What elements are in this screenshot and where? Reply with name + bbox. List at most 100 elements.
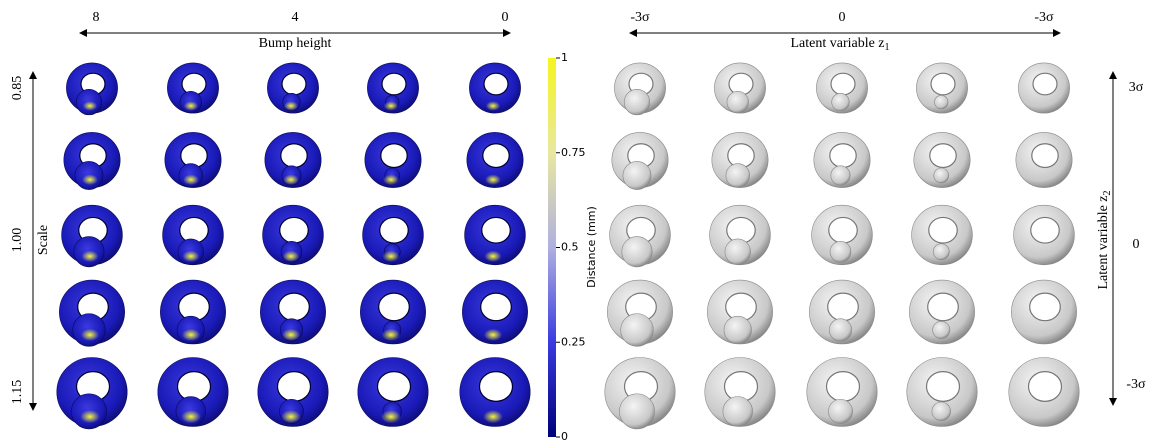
title-text: Latent variable z xyxy=(790,36,884,51)
colorbar-tick-label: 0 xyxy=(561,430,568,440)
distance-highlight xyxy=(80,410,100,424)
colorbar xyxy=(548,58,556,437)
bump xyxy=(932,243,950,261)
distance-highlight xyxy=(183,101,199,111)
distance-highlight xyxy=(182,250,200,262)
subscript: 2 xyxy=(1102,190,1113,195)
top-label: -3σ xyxy=(1034,10,1054,25)
bump xyxy=(830,165,851,186)
bump xyxy=(934,94,949,110)
torus-hole xyxy=(480,292,512,322)
bump xyxy=(932,320,951,339)
torus-hole xyxy=(276,371,312,402)
distance-highlight xyxy=(181,328,201,341)
torus-hole xyxy=(927,292,959,322)
torus-hole xyxy=(280,143,308,169)
distance-highlight xyxy=(183,174,199,185)
axis-title: Latent variable z2 xyxy=(1096,190,1113,289)
distance-highlight xyxy=(82,174,98,185)
distance-highlight xyxy=(281,410,301,424)
torus-hole xyxy=(1031,143,1059,169)
torus-hole xyxy=(379,216,409,244)
torus-hole xyxy=(380,143,408,169)
distance-highlight xyxy=(485,101,501,111)
torus-hole xyxy=(279,216,309,244)
torus-hole xyxy=(830,72,856,96)
bump xyxy=(619,393,655,430)
torus-hole xyxy=(930,72,956,96)
top-label: 4 xyxy=(292,10,299,25)
colorbar-tick-label: 1 xyxy=(561,51,568,64)
distance-highlight xyxy=(82,101,98,111)
distance-highlight xyxy=(80,328,100,341)
distance-highlight xyxy=(281,328,301,341)
bump xyxy=(828,318,853,342)
bump xyxy=(829,240,852,263)
top-label: -3σ xyxy=(630,10,650,25)
distance-highlight xyxy=(485,174,501,185)
side-label: 1.00 xyxy=(10,228,25,253)
distance-highlight xyxy=(283,101,299,111)
distance-highlight xyxy=(381,410,401,424)
side-label: 3σ xyxy=(1129,80,1144,95)
distance-highlight xyxy=(383,101,399,111)
colorbar-tick-label: 0.25 xyxy=(561,335,586,348)
top-label: 8 xyxy=(93,10,100,25)
bump xyxy=(621,236,653,268)
distance-highlight xyxy=(181,410,201,424)
axis-title: Scale xyxy=(36,225,51,255)
subscript: 1 xyxy=(885,42,890,53)
torus-hole xyxy=(483,72,509,96)
bump xyxy=(931,401,951,422)
torus-hole xyxy=(376,371,412,402)
torus-hole xyxy=(478,371,514,402)
bump xyxy=(623,88,651,116)
torus-hole xyxy=(1029,292,1061,322)
distance-highlight xyxy=(382,250,400,262)
torus-hole xyxy=(828,216,858,244)
torus-hole xyxy=(281,72,307,96)
colorbar-tick-label: 0.5 xyxy=(561,241,579,254)
torus-hole xyxy=(925,371,961,402)
bump xyxy=(724,238,751,265)
top-label: 0 xyxy=(839,10,846,25)
distance-highlight xyxy=(283,174,299,185)
bump xyxy=(622,161,652,190)
torus-hole xyxy=(381,72,407,96)
distance-highlight xyxy=(483,410,503,424)
torus-hole xyxy=(378,292,410,322)
axis-title: Latent variable z1 xyxy=(790,36,889,53)
side-label: 0.85 xyxy=(10,76,25,101)
torus-hole xyxy=(1032,72,1058,96)
distance-highlight xyxy=(484,250,502,262)
distance-highlight xyxy=(81,250,99,262)
torus-hole xyxy=(825,371,861,402)
bump xyxy=(722,396,753,427)
torus-hole xyxy=(829,143,857,169)
torus-hole xyxy=(481,216,511,244)
bump xyxy=(620,313,654,347)
axis-title: Bump height xyxy=(259,36,332,51)
colorbar-tick-label: 0.75 xyxy=(561,146,586,159)
torus-hole xyxy=(1027,371,1063,402)
distance-highlight xyxy=(381,328,401,341)
torus-hole xyxy=(278,292,310,322)
bump xyxy=(725,163,750,188)
bump xyxy=(723,315,752,345)
distance-highlight xyxy=(282,250,300,262)
torus-hole xyxy=(482,143,510,169)
bump xyxy=(831,92,850,112)
side-label: 1.15 xyxy=(10,380,25,405)
title-text: Latent variable z xyxy=(1096,195,1111,289)
bump xyxy=(726,90,749,114)
side-label: 0 xyxy=(1133,237,1140,252)
top-label: 0 xyxy=(502,10,509,25)
torus-hole xyxy=(1030,216,1060,244)
bump xyxy=(828,398,853,424)
bump xyxy=(933,167,950,184)
torus-hole xyxy=(929,143,957,169)
torus-hole xyxy=(928,216,958,244)
distance-highlight xyxy=(483,328,503,341)
